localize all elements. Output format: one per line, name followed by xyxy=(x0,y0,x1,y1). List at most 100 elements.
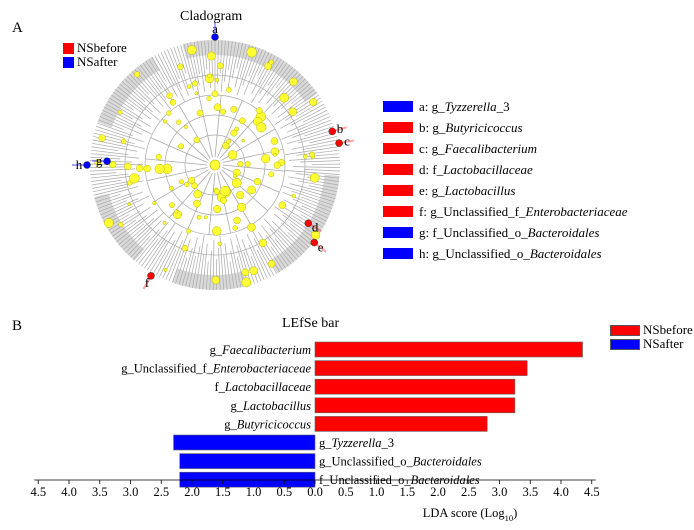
clade-branch xyxy=(119,83,153,113)
clade-node xyxy=(232,225,238,231)
lefse-legend-swatch-nsbefore xyxy=(610,324,640,336)
clade-branch xyxy=(258,232,284,271)
clade-branch xyxy=(171,248,185,283)
clade-node-label: b xyxy=(337,121,344,136)
clade-branch xyxy=(111,94,134,111)
clade-branch xyxy=(308,185,338,193)
clade-highlight-node xyxy=(335,139,343,147)
clade-branch xyxy=(256,249,271,278)
clade-branch xyxy=(181,247,193,286)
clade-branch xyxy=(217,100,243,158)
clade-branch xyxy=(292,166,340,168)
clade-branch xyxy=(309,136,337,144)
clade-node xyxy=(169,185,174,191)
clade-branch xyxy=(183,43,194,79)
x-axis-label-main: LDA score (Log xyxy=(423,506,506,520)
clade-branch xyxy=(90,172,117,175)
clade-branch xyxy=(165,240,184,281)
clade-branch xyxy=(152,249,168,274)
x-axis-label: LDA score (Log10) xyxy=(423,506,518,523)
clade-node-label: f xyxy=(145,275,150,290)
clade-branch xyxy=(208,172,216,235)
clade-branch xyxy=(130,235,151,258)
lefse-legend-label-nsafter: NSafter xyxy=(643,336,684,351)
clade-branch xyxy=(90,166,125,168)
clade-node xyxy=(279,93,289,103)
clade-branch xyxy=(117,86,160,121)
clade-branch xyxy=(91,142,138,152)
clade-node xyxy=(309,151,315,158)
clade-branch xyxy=(251,53,273,95)
cladogram-legend: NSbefore NSafter xyxy=(63,41,127,69)
bar-label: g_Unclassified_o_Bacteroidales xyxy=(319,455,482,469)
clade-branch xyxy=(296,149,340,156)
clade-band xyxy=(215,40,318,102)
clade-branch xyxy=(202,243,208,290)
key-label: d: f_Lactobacillaceae xyxy=(419,162,533,178)
clade-node xyxy=(222,142,230,150)
clade-node-label: h xyxy=(76,157,83,172)
clade-node xyxy=(226,139,231,144)
x-tick-label: 4.0 xyxy=(61,485,77,499)
clade-node xyxy=(247,223,256,232)
clade-branch xyxy=(275,66,293,89)
clade-branch xyxy=(286,129,336,145)
clade-node xyxy=(244,161,251,167)
clade-node-label: e xyxy=(318,239,324,254)
key-label: f: g_Unclassified_f_Enterobacteriaceae xyxy=(419,204,628,220)
clade-node xyxy=(133,71,141,78)
clade-node xyxy=(169,99,177,106)
clade-branch xyxy=(204,40,208,70)
lefse-bar-chart: g_Faecalibacteriumg_Unclassified_f_Enter… xyxy=(30,341,600,523)
clade-branch xyxy=(192,245,201,289)
clade-branch xyxy=(288,156,340,161)
x-tick-label: 3.5 xyxy=(92,485,108,499)
clade-node xyxy=(176,119,182,125)
clade-branch xyxy=(222,167,280,193)
bar-label-prefix: f_ xyxy=(214,380,225,394)
clade-branch xyxy=(98,119,124,130)
clade-node xyxy=(94,158,102,166)
clade-node xyxy=(166,110,172,116)
clade-branch xyxy=(291,106,326,126)
clade-branch xyxy=(298,132,336,144)
clade-branch xyxy=(90,173,129,179)
clade-branch xyxy=(115,89,144,111)
clade-branch xyxy=(139,64,167,100)
bar-label-prefix: g_ xyxy=(319,436,332,450)
clade-node xyxy=(270,137,279,145)
clade-branch xyxy=(114,215,147,240)
clade-node xyxy=(253,177,261,186)
clade-branch xyxy=(94,186,139,199)
clade-node xyxy=(117,110,123,115)
clade-node xyxy=(230,105,238,113)
key-label-prefix: d: f_ xyxy=(419,161,444,177)
clade-branch xyxy=(188,255,197,288)
clade-branch xyxy=(283,199,327,222)
clade-branch xyxy=(90,149,129,156)
key-item-f: f: g_Unclassified_f_Enterobacteriaceae xyxy=(383,201,628,222)
clade-node xyxy=(213,103,222,112)
clade-branch xyxy=(97,191,143,209)
clade-branch xyxy=(113,91,151,120)
clade-node xyxy=(227,150,238,160)
clade-node xyxy=(184,182,190,188)
bar-label-suffix: _3 xyxy=(381,436,395,450)
clade-branch xyxy=(150,137,208,163)
clade-branch xyxy=(129,73,149,95)
bar-label-taxon: Lactobacillus xyxy=(242,399,311,413)
clade-node xyxy=(178,143,185,150)
clade-branch xyxy=(112,219,137,237)
clade-node xyxy=(258,238,267,247)
bar-label-prefix: g_ xyxy=(230,399,243,413)
key-label-prefix: c: g_ xyxy=(419,140,445,156)
clade-node xyxy=(214,77,220,83)
clade-node xyxy=(178,179,184,185)
key-label-taxon: Butyricicoccus xyxy=(445,119,523,135)
cladogram-figure: a bc de f gh xyxy=(72,21,355,291)
bar-label-prefix: g_Unclassified_f_ xyxy=(121,362,213,376)
clade-branch xyxy=(291,86,313,104)
key-label-prefix: h: g_Unclassified_o_ xyxy=(419,245,530,261)
clade-node xyxy=(267,260,276,268)
clade-branch xyxy=(230,238,242,288)
